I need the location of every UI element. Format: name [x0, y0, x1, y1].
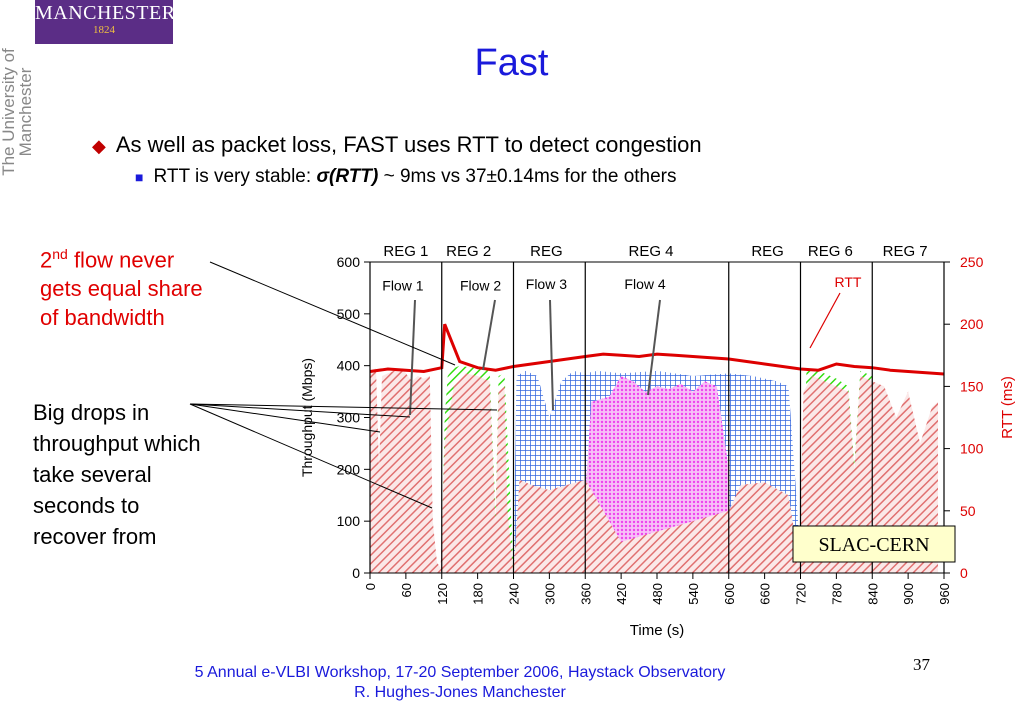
x-tick-label: 300: [542, 583, 557, 605]
series-rtt-line: [369, 323, 945, 376]
y2-tick-label: 50: [960, 503, 976, 519]
region-label: REG: [751, 243, 784, 260]
x-tick-label: 60: [399, 583, 414, 597]
axes-layer: [189, 261, 956, 579]
bullet-1: ◆ As well as packet loss, FAST uses RTT t…: [92, 132, 702, 158]
bullet-1-text: As well as packet loss, FAST uses RTT to…: [115, 132, 702, 157]
flow-label: Flow 2: [460, 278, 501, 294]
labels-layer: 0 60 120 180 240 300 360 420 480 540 600 660 720 780 8…: [299, 243, 1016, 639]
annotation-black-line: seconds to: [33, 493, 140, 518]
annotation-big-drops: Big drops in throughput which take sever…: [33, 397, 201, 552]
region-label: REG 6: [808, 243, 853, 260]
annotation-pointer-line: [209, 261, 456, 366]
flow-arrow: [409, 299, 416, 416]
region-label: REG: [530, 243, 563, 260]
x-tick-label: 0: [363, 583, 378, 590]
y2-tick-label: 150: [960, 378, 984, 394]
y-tick-label: 400: [337, 358, 361, 374]
footer: 5 Annual e-VLBI Workshop, 17-20 Septembe…: [0, 663, 920, 703]
y2-tick-label: 0: [960, 565, 968, 581]
x-tick-label: 420: [614, 583, 629, 605]
x-tick-label: 780: [829, 583, 844, 605]
y-tick-label: 100: [337, 513, 361, 529]
flow-label: Flow 4: [624, 276, 665, 292]
x-tick-label: 720: [794, 583, 809, 605]
x-tick-label: 120: [435, 583, 450, 605]
x-tick-label: 360: [578, 583, 593, 605]
y-tick-label: 0: [352, 565, 360, 581]
region-label: REG 2: [446, 243, 491, 260]
flow-arrow: [549, 299, 554, 411]
x-tick-label: 240: [507, 583, 522, 605]
y2-tick-label: 100: [960, 441, 984, 457]
flow-label: Flow 1: [382, 278, 423, 294]
annotation-red-rest: flow never: [67, 247, 175, 273]
y-tick-label: 200: [337, 461, 361, 477]
logo-year: 1824: [93, 24, 115, 36]
region-label: REG 1: [383, 243, 428, 260]
slide-title: Fast: [474, 42, 549, 84]
diamond-bullet-icon: ◆: [92, 136, 106, 156]
x-tick-label: 600: [722, 583, 737, 605]
rtt-pointer-line: [809, 292, 841, 349]
annotation-black-line: take several: [33, 462, 152, 487]
annotation-black-line: recover from: [33, 524, 157, 549]
x-tick-label: 540: [686, 583, 701, 605]
footer-line-2: R. Hughes-Jones Manchester: [354, 684, 566, 701]
x-tick-label: 180: [471, 583, 486, 605]
x-tick-label: 660: [758, 583, 773, 605]
x-tick-label: 840: [865, 583, 880, 605]
bullet-2-pre: RTT is very stable:: [153, 166, 317, 187]
x-tick-label: 900: [901, 583, 916, 605]
region-label: REG 7: [883, 243, 928, 260]
annotation-second-flow: 2nd flow never gets equal share of bandw…: [40, 240, 203, 332]
y2-tick-label: 250: [960, 254, 984, 270]
annotation-red-line2: gets equal share: [40, 276, 203, 302]
y2-axis-label: RTT (ms): [999, 376, 1016, 439]
annotation-pointer-line: [189, 403, 381, 433]
bullet-2: ■ RTT is very stable: σ(RTT) ~ 9ms vs 37±…: [135, 166, 677, 188]
square-bullet-icon: ■: [135, 169, 144, 185]
y-tick-label: 300: [337, 410, 361, 426]
annotation-pointer-line: [189, 403, 433, 509]
x-axis-label: Time (s): [630, 622, 684, 639]
annotation-red-sup: nd: [52, 246, 68, 262]
rtt-label: RTT: [835, 274, 862, 290]
slac-cern-label: SLAC-CERN: [818, 534, 929, 556]
y-tick-label: 600: [337, 254, 361, 270]
annotation-black-line: throughput which: [33, 431, 201, 456]
footer-line-1: 5 Annual e-VLBI Workshop, 17-20 Septembe…: [194, 664, 726, 681]
annotation-pointer-line: [189, 403, 411, 418]
university-logo: MANCHESTER 1824: [35, 0, 176, 44]
y2-tick-label: 200: [960, 316, 984, 332]
bullet-2-symbol: σ(RTT): [316, 166, 379, 187]
annotation-black-line: Big drops in: [33, 400, 150, 425]
x-tick-label: 960: [937, 583, 952, 605]
slac-cern-box: [792, 525, 956, 563]
annotation-pointer-line: [189, 403, 498, 411]
bullet-2-post: ~ 9ms vs 37±0.14ms for the others: [378, 166, 677, 187]
page-number: 37: [913, 655, 930, 674]
annotation-red-num: 2: [40, 247, 53, 273]
flow-arrow: [482, 299, 496, 371]
y-axis-label: Throughput (Mbps): [299, 358, 315, 477]
x-tick-label: 480: [650, 583, 665, 605]
flow-arrow: [647, 299, 661, 396]
y-tick-label: 500: [337, 306, 361, 322]
region-label: REG 4: [629, 243, 674, 260]
logo-main-text: MANCHESTER: [35, 2, 176, 24]
flow-label: Flow 3: [526, 276, 567, 292]
annotation-red-line3: of bandwidth: [40, 305, 165, 331]
